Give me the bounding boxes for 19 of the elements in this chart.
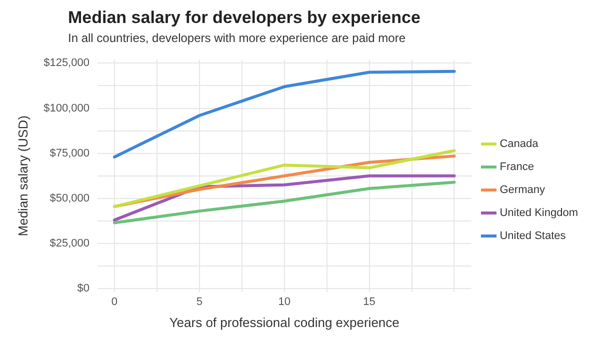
- y-tick-label: $75,000: [50, 147, 90, 160]
- chart-title: Median salary for developers by experience: [68, 8, 422, 28]
- legend-label: Canada: [500, 138, 540, 150]
- y-tick-label: $125,000: [44, 57, 90, 70]
- x-tick-label: 0: [111, 296, 118, 308]
- legend-label: France: [500, 161, 534, 174]
- legend-label: Germany: [500, 184, 546, 196]
- legend-label: United States: [500, 230, 566, 242]
- y-tick-label: $0: [77, 282, 90, 295]
- y-tick-label: $25,000: [50, 238, 90, 250]
- x-tick-label: 15: [363, 296, 376, 308]
- legend-label: United Kingdom: [500, 207, 578, 220]
- x-axis-title: Years of professional coding experience: [169, 314, 400, 330]
- chart-subtitle: In all countries, developers with more experience are paid more: [68, 31, 407, 45]
- y-axis-title: Median salary (USD): [15, 116, 30, 236]
- y-tick-label: $50,000: [50, 192, 90, 204]
- x-tick-label: 5: [196, 296, 202, 308]
- x-tick-label: 10: [278, 296, 290, 308]
- y-tick-label: $100,000: [44, 102, 90, 114]
